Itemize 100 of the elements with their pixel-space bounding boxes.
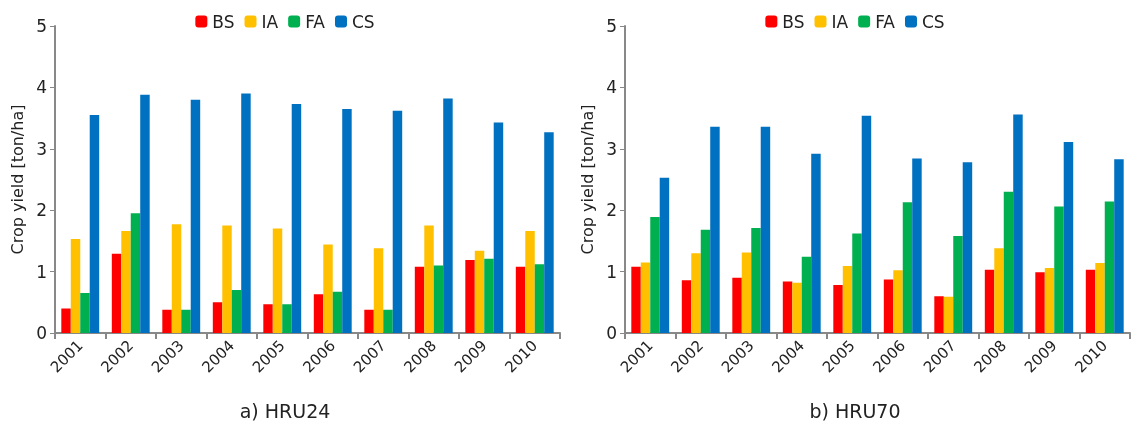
bar xyxy=(861,115,872,333)
bar xyxy=(631,266,641,333)
y-axis-title: Crop yield [ton/ha] xyxy=(7,104,27,255)
bar xyxy=(544,132,554,333)
bar xyxy=(1054,206,1064,333)
legend-label: IA xyxy=(831,11,849,32)
bar xyxy=(515,266,526,333)
bar xyxy=(1095,263,1105,333)
bar xyxy=(493,122,504,333)
legend-label: CS xyxy=(921,11,945,32)
bar xyxy=(640,262,651,333)
bar xyxy=(61,308,71,333)
legend-label: FA xyxy=(875,11,896,32)
bar xyxy=(414,266,425,333)
bar xyxy=(994,248,1004,333)
legend-label: CS xyxy=(351,11,375,32)
bar xyxy=(212,302,223,333)
bar xyxy=(1013,114,1023,333)
bar xyxy=(364,309,374,333)
bar xyxy=(70,239,81,333)
bar xyxy=(681,280,692,333)
bar xyxy=(342,108,352,333)
bar xyxy=(782,281,793,333)
bar xyxy=(659,177,670,333)
bar xyxy=(1085,269,1096,333)
bar xyxy=(291,103,302,333)
bar xyxy=(121,231,131,333)
y-tick-label: 4 xyxy=(606,77,617,98)
bar xyxy=(392,110,403,333)
bar xyxy=(465,259,475,333)
bar xyxy=(111,253,122,333)
text: a) HRU24 xyxy=(239,399,331,422)
bar xyxy=(852,233,862,333)
bar xyxy=(1104,201,1115,333)
bar xyxy=(760,126,771,333)
bar xyxy=(332,291,343,333)
bar xyxy=(162,309,172,333)
bar xyxy=(934,296,944,333)
y-tick-label: 0 xyxy=(36,323,47,343)
bar xyxy=(181,309,191,333)
bar xyxy=(1044,267,1055,333)
legend-label: IA xyxy=(261,11,279,32)
bar xyxy=(282,304,292,333)
y-tick-label: 3 xyxy=(36,138,47,159)
bar xyxy=(433,265,444,333)
bar xyxy=(373,248,384,333)
y-tick-label: 1 xyxy=(36,261,47,282)
bar xyxy=(650,216,660,333)
y-tick-label: 5 xyxy=(36,16,47,36)
bar xyxy=(534,264,545,333)
bar xyxy=(484,258,494,333)
legend-label: FA xyxy=(305,11,326,32)
bar xyxy=(811,153,821,333)
bar xyxy=(231,290,242,333)
y-tick-label: 5 xyxy=(606,16,617,36)
bar xyxy=(962,162,973,333)
bar xyxy=(140,94,150,333)
text: b) HRU70 xyxy=(809,399,901,422)
bar xyxy=(1003,191,1014,333)
bar xyxy=(241,93,251,333)
bar xyxy=(222,225,232,333)
bar xyxy=(912,158,922,333)
bar xyxy=(272,228,283,333)
bar xyxy=(732,277,742,333)
bar xyxy=(792,282,802,333)
y-tick-label: 2 xyxy=(606,200,617,221)
bar xyxy=(263,304,273,333)
bar xyxy=(1035,272,1045,333)
bar xyxy=(313,294,324,333)
bar xyxy=(323,244,333,333)
y-tick-label: 1 xyxy=(606,261,617,282)
y-tick-label: 4 xyxy=(36,77,47,98)
bar xyxy=(943,296,954,333)
bar xyxy=(902,202,913,333)
bar xyxy=(893,270,903,333)
bar xyxy=(751,228,761,333)
bar xyxy=(842,266,853,333)
bar xyxy=(691,253,701,333)
bar xyxy=(1114,159,1124,333)
bar xyxy=(443,98,453,333)
bar xyxy=(474,250,485,333)
y-tick-label: 0 xyxy=(606,323,617,343)
bar xyxy=(801,256,812,333)
bar xyxy=(424,225,434,333)
bar xyxy=(984,269,995,333)
bar xyxy=(130,213,141,333)
y-tick-label: 3 xyxy=(606,138,617,159)
bar xyxy=(383,309,393,333)
bar xyxy=(710,126,720,333)
legend-label: BS xyxy=(782,11,805,32)
bar xyxy=(700,229,711,333)
bar xyxy=(741,252,752,333)
bar xyxy=(1063,142,1074,333)
bar xyxy=(89,115,100,333)
y-tick-label: 2 xyxy=(36,200,47,221)
bar xyxy=(80,293,90,333)
bar xyxy=(525,231,535,333)
bar xyxy=(833,285,843,333)
bar xyxy=(171,224,182,333)
bar xyxy=(190,99,201,333)
